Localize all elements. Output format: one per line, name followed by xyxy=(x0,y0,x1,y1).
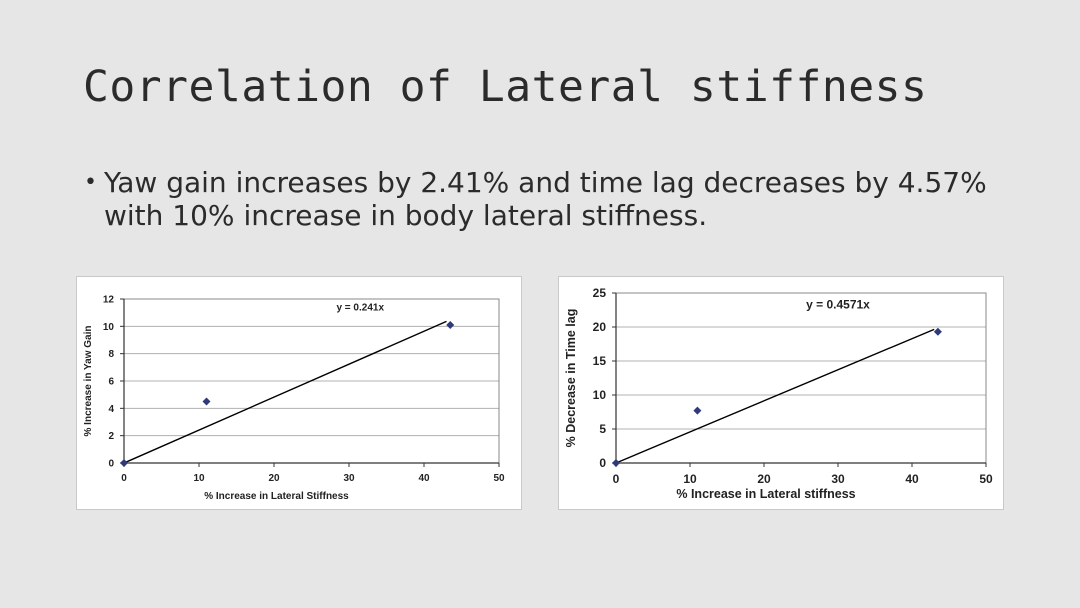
trendline xyxy=(123,320,447,464)
y-tick-label: 8 xyxy=(108,349,114,360)
x-tick-label: 30 xyxy=(343,473,355,484)
y-tick-label: 10 xyxy=(103,322,115,333)
data-point xyxy=(612,459,620,467)
bullet-point: • Yaw gain increases by 2.41% and time l… xyxy=(84,166,1044,232)
y-tick-label: 0 xyxy=(599,456,606,470)
data-point xyxy=(693,406,702,415)
x-tick-label: 0 xyxy=(121,473,127,484)
data-point xyxy=(933,327,942,336)
x-tick-label: 20 xyxy=(268,473,280,484)
time-lag-chart-svg: 0 5 10 15 20 25 0 10 20 30 40 50 % Increase in Later… xyxy=(564,286,993,501)
y-tick-label: 10 xyxy=(593,388,607,402)
x-tick-label: 0 xyxy=(613,472,620,486)
data-point xyxy=(120,459,128,467)
yaw-gain-chart: 0 2 4 6 8 10 12 0 10 20 30 40 50 % Increase in Latera… xyxy=(76,276,522,510)
x-axis-title: % Increase in Lateral Stiffness xyxy=(204,491,349,502)
y-tick-label: 15 xyxy=(593,354,607,368)
x-tick-label: 10 xyxy=(193,473,205,484)
x-tick-label: 20 xyxy=(757,472,771,486)
y-tick-label: 20 xyxy=(593,320,607,334)
y-tick-label: 25 xyxy=(593,286,607,300)
plot-area-frame xyxy=(615,292,987,464)
y-axis-title: % Increase in Yaw Gain xyxy=(83,326,94,437)
bullet-text: Yaw gain increases by 2.41% and time lag… xyxy=(104,166,987,232)
data-point xyxy=(446,320,455,329)
yaw-gain-chart-svg: 0 2 4 6 8 10 12 0 10 20 30 40 50 % Increase in Latera… xyxy=(83,295,505,503)
y-tick-label: 0 xyxy=(108,459,114,470)
x-tick-label: 50 xyxy=(493,473,505,484)
x-tick-label: 30 xyxy=(831,472,845,486)
time-lag-chart: 0 5 10 15 20 25 0 10 20 30 40 50 % Increase in Later… xyxy=(558,276,1004,510)
y-axis-title: % Decrease in Time lag xyxy=(564,309,578,448)
x-tick-label: 40 xyxy=(418,473,430,484)
data-point xyxy=(202,397,211,406)
x-tick-label: 50 xyxy=(979,472,993,486)
y-tick-label: 2 xyxy=(108,431,114,442)
bullet-marker: • xyxy=(84,170,97,195)
trendline-equation: y = 0.4571x xyxy=(806,297,870,311)
y-tick-label: 6 xyxy=(108,377,114,388)
x-tick-label: 10 xyxy=(683,472,697,486)
x-tick-label: 40 xyxy=(905,472,919,486)
y-tick-label: 12 xyxy=(103,295,115,306)
trendline-equation: y = 0.241x xyxy=(336,302,384,313)
y-tick-label: 5 xyxy=(599,422,606,436)
slide-title: Correlation of Lateral stiffness xyxy=(83,62,928,112)
trendline xyxy=(615,328,935,464)
x-axis-title: % Increase in Lateral stiffness xyxy=(676,487,855,501)
y-tick-label: 4 xyxy=(108,404,114,415)
